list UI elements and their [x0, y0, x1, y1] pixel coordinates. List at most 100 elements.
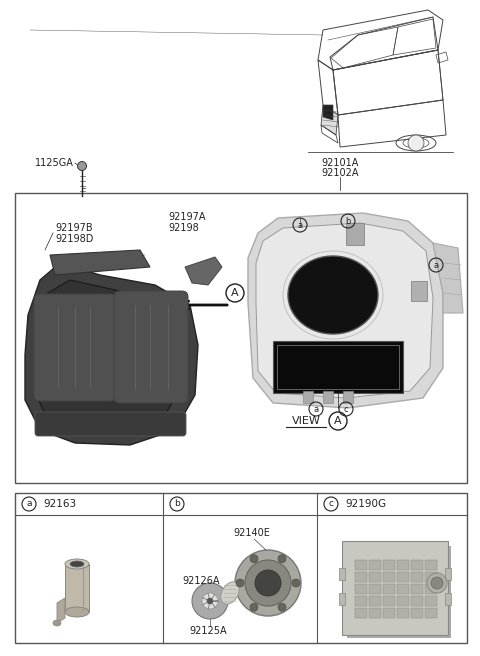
Bar: [411, 560, 423, 570]
Polygon shape: [433, 243, 463, 313]
Text: 92102A: 92102A: [321, 168, 359, 178]
Bar: [339, 568, 345, 580]
Polygon shape: [185, 257, 222, 285]
Bar: [65, 564, 89, 612]
Ellipse shape: [221, 582, 239, 604]
Bar: [369, 572, 381, 582]
Text: 92163: 92163: [43, 499, 76, 509]
Bar: [346, 223, 364, 245]
Polygon shape: [323, 105, 333, 120]
Circle shape: [245, 560, 291, 606]
Text: c: c: [344, 405, 348, 413]
FancyBboxPatch shape: [114, 291, 188, 403]
Bar: [15, 193, 467, 483]
Text: a: a: [26, 499, 32, 508]
Bar: [355, 572, 367, 582]
Text: c: c: [328, 499, 334, 508]
Text: 1125GA: 1125GA: [35, 158, 74, 168]
Bar: [369, 596, 381, 606]
Bar: [397, 560, 409, 570]
Bar: [397, 608, 409, 618]
Bar: [273, 341, 403, 393]
Bar: [369, 608, 381, 618]
Bar: [445, 593, 451, 605]
Bar: [383, 572, 395, 582]
Ellipse shape: [70, 561, 84, 567]
Circle shape: [235, 550, 301, 616]
Polygon shape: [248, 213, 443, 408]
Polygon shape: [321, 105, 338, 135]
Bar: [411, 584, 423, 594]
Bar: [383, 584, 395, 594]
Bar: [425, 572, 437, 582]
Polygon shape: [25, 263, 198, 445]
Bar: [383, 596, 395, 606]
Text: A: A: [231, 288, 239, 298]
Polygon shape: [50, 250, 150, 275]
Bar: [397, 584, 409, 594]
Text: b: b: [174, 499, 180, 508]
FancyBboxPatch shape: [342, 541, 448, 635]
Text: 92197B: 92197B: [55, 223, 93, 233]
Bar: [411, 608, 423, 618]
Circle shape: [250, 555, 258, 563]
FancyBboxPatch shape: [347, 546, 451, 638]
Bar: [411, 281, 427, 301]
Ellipse shape: [288, 256, 378, 334]
Bar: [355, 560, 367, 570]
Ellipse shape: [427, 573, 447, 593]
FancyBboxPatch shape: [35, 412, 186, 436]
Bar: [355, 596, 367, 606]
Text: 92101A: 92101A: [321, 158, 359, 168]
Bar: [355, 584, 367, 594]
Bar: [339, 593, 345, 605]
Text: a: a: [313, 405, 319, 413]
Circle shape: [278, 555, 286, 563]
FancyBboxPatch shape: [34, 294, 116, 401]
Bar: [425, 596, 437, 606]
Bar: [343, 391, 353, 403]
Circle shape: [250, 604, 258, 611]
Circle shape: [408, 135, 424, 151]
Text: 92198: 92198: [168, 223, 199, 233]
Bar: [383, 608, 395, 618]
Text: b: b: [345, 216, 351, 226]
Ellipse shape: [431, 577, 443, 589]
Text: 92190G: 92190G: [345, 499, 386, 509]
Bar: [369, 584, 381, 594]
Bar: [383, 560, 395, 570]
Circle shape: [77, 161, 86, 171]
Circle shape: [278, 604, 286, 611]
Bar: [355, 608, 367, 618]
Bar: [323, 391, 333, 403]
Bar: [397, 596, 409, 606]
Circle shape: [292, 579, 300, 587]
Polygon shape: [256, 223, 433, 398]
Text: 92126A: 92126A: [182, 576, 219, 586]
Text: A: A: [334, 416, 342, 426]
Bar: [397, 572, 409, 582]
Bar: [15, 493, 467, 643]
Bar: [369, 560, 381, 570]
Text: VIEW: VIEW: [291, 416, 321, 426]
Circle shape: [202, 593, 218, 609]
Circle shape: [192, 583, 228, 619]
Text: 92140E: 92140E: [234, 528, 270, 538]
Bar: [303, 391, 313, 403]
Ellipse shape: [53, 620, 61, 626]
Circle shape: [255, 570, 281, 596]
Text: 92197A: 92197A: [168, 212, 205, 222]
Bar: [277, 345, 399, 389]
Text: 92198D: 92198D: [55, 234, 94, 244]
Ellipse shape: [65, 607, 89, 617]
Bar: [411, 596, 423, 606]
Bar: [425, 560, 437, 570]
Text: a: a: [433, 260, 439, 270]
Bar: [425, 584, 437, 594]
Text: a: a: [298, 220, 302, 230]
Bar: [425, 608, 437, 618]
Polygon shape: [57, 598, 65, 623]
Bar: [411, 572, 423, 582]
Bar: [445, 568, 451, 580]
Text: 92125A: 92125A: [189, 626, 227, 636]
